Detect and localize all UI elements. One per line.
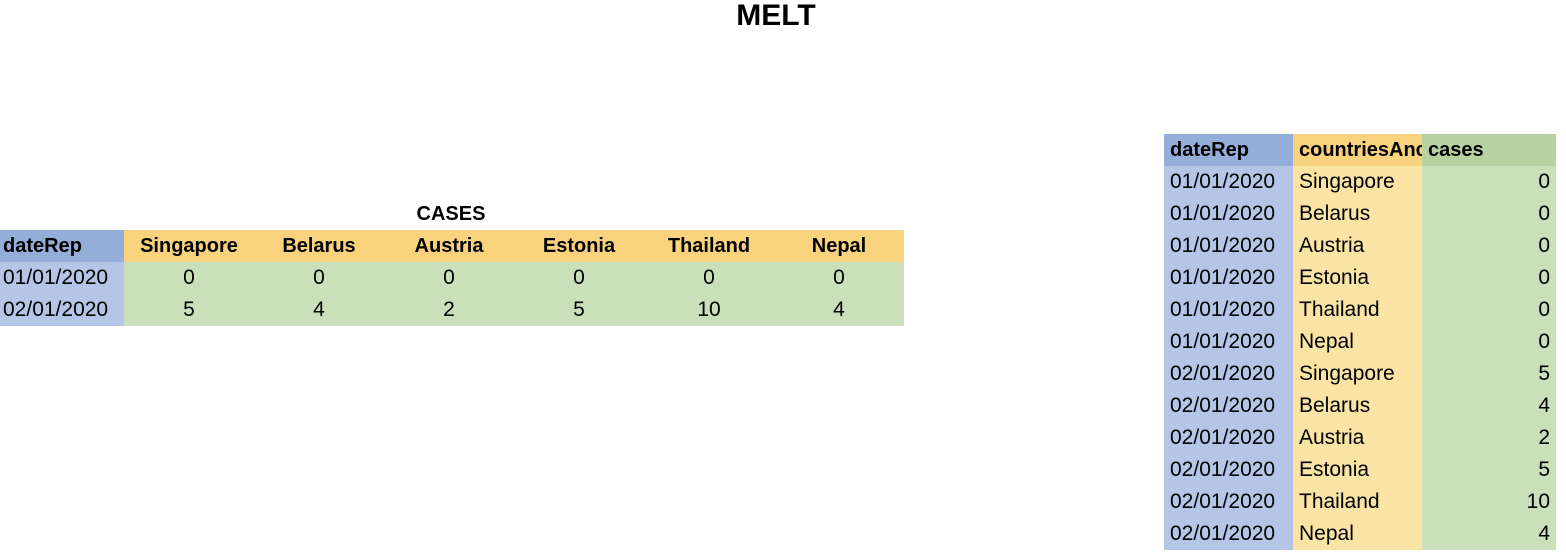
wide-header-country: Estonia <box>514 230 644 262</box>
wide-cell-value: 0 <box>774 262 904 294</box>
long-cell-country: Belarus <box>1293 198 1422 230</box>
long-table-row: 01/01/2020 Estonia 0 <box>1164 262 1556 294</box>
long-cell-date: 02/01/2020 <box>1164 486 1293 518</box>
wide-cell-value: 5 <box>514 294 644 326</box>
long-table-row: 02/01/2020 Thailand 10 <box>1164 486 1556 518</box>
long-cell-cases: 5 <box>1422 358 1556 390</box>
long-cell-date: 01/01/2020 <box>1164 198 1293 230</box>
long-table-row: 01/01/2020 Austria 0 <box>1164 230 1556 262</box>
long-cell-country: Estonia <box>1293 262 1422 294</box>
long-table-row: 02/01/2020 Singapore 5 <box>1164 358 1556 390</box>
long-cell-country: Singapore <box>1293 166 1422 198</box>
wide-header-country: Thailand <box>644 230 774 262</box>
long-cell-date: 01/01/2020 <box>1164 326 1293 358</box>
long-cell-date: 01/01/2020 <box>1164 294 1293 326</box>
long-table-row: 02/01/2020 Nepal 4 <box>1164 518 1556 550</box>
long-cell-date: 02/01/2020 <box>1164 422 1293 454</box>
wide-cell-value: 4 <box>774 294 904 326</box>
long-cell-cases: 10 <box>1422 486 1556 518</box>
page-title: MELT <box>736 0 816 32</box>
long-cell-date: 02/01/2020 <box>1164 390 1293 422</box>
long-header-cases: cases <box>1422 134 1556 166</box>
long-cell-date: 02/01/2020 <box>1164 518 1293 550</box>
long-cell-country: Austria <box>1293 230 1422 262</box>
long-cell-cases: 2 <box>1422 422 1556 454</box>
long-cell-cases: 0 <box>1422 262 1556 294</box>
long-cell-date: 02/01/2020 <box>1164 358 1293 390</box>
long-table-body: 01/01/2020 Singapore 0 01/01/2020 Belarus 0 01… <box>1164 166 1556 550</box>
wide-cell-value: 5 <box>124 294 254 326</box>
wide-cell-value: 2 <box>384 294 514 326</box>
wide-cell-value: 0 <box>644 262 774 294</box>
long-cell-cases: 0 <box>1422 294 1556 326</box>
long-table-row: 01/01/2020 Thailand 0 <box>1164 294 1556 326</box>
long-cell-cases: 4 <box>1422 518 1556 550</box>
long-table-row: 02/01/2020 Belarus 4 <box>1164 390 1556 422</box>
wide-cell-value: 0 <box>514 262 644 294</box>
wide-table-row: 02/01/2020 5 4 2 5 10 4 <box>0 294 904 326</box>
long-table-row: 01/01/2020 Singapore 0 <box>1164 166 1556 198</box>
wide-table-row: 01/01/2020 0 0 0 0 0 0 <box>0 262 904 294</box>
long-cell-date: 01/01/2020 <box>1164 166 1293 198</box>
long-table-row: 02/01/2020 Austria 2 <box>1164 422 1556 454</box>
long-cell-country: Thailand <box>1293 486 1422 518</box>
long-cell-cases: 0 <box>1422 166 1556 198</box>
long-cell-country: Nepal <box>1293 518 1422 550</box>
long-table-header-row: dateRep countriesAnc cases <box>1164 134 1556 166</box>
wide-header-country: Belarus <box>254 230 384 262</box>
wide-cell-date: 01/01/2020 <box>0 262 124 294</box>
wide-table-caption: CASES <box>416 203 486 225</box>
wide-cell-value: 0 <box>124 262 254 294</box>
wide-table-header-row: dateRep Singapore Belarus Austria Estoni… <box>0 230 904 262</box>
long-table-row: 02/01/2020 Estonia 5 <box>1164 454 1556 486</box>
long-cell-date: 02/01/2020 <box>1164 454 1293 486</box>
long-cell-country: Austria <box>1293 422 1422 454</box>
wide-cell-value: 0 <box>384 262 514 294</box>
long-cell-country: Singapore <box>1293 358 1422 390</box>
long-cell-country: Estonia <box>1293 454 1422 486</box>
long-cell-cases: 5 <box>1422 454 1556 486</box>
wide-header-country: Austria <box>384 230 514 262</box>
wide-cell-value: 0 <box>254 262 384 294</box>
wide-cell-date: 02/01/2020 <box>0 294 124 326</box>
wide-header-country: Nepal <box>774 230 904 262</box>
long-cell-cases: 0 <box>1422 326 1556 358</box>
long-cell-cases: 0 <box>1422 230 1556 262</box>
long-cell-date: 01/01/2020 <box>1164 262 1293 294</box>
long-table-row: 01/01/2020 Belarus 0 <box>1164 198 1556 230</box>
long-cell-country: Nepal <box>1293 326 1422 358</box>
long-cell-cases: 0 <box>1422 198 1556 230</box>
long-table-row: 01/01/2020 Nepal 0 <box>1164 326 1556 358</box>
long-cell-date: 01/01/2020 <box>1164 230 1293 262</box>
wide-cell-value: 4 <box>254 294 384 326</box>
long-table: dateRep countriesAnc cases 01/01/2020 Sin… <box>1164 134 1556 550</box>
long-header-daterep: dateRep <box>1164 134 1293 166</box>
long-cell-country: Thailand <box>1293 294 1422 326</box>
wide-header-country: Singapore <box>124 230 254 262</box>
long-cell-country: Belarus <box>1293 390 1422 422</box>
long-cell-cases: 4 <box>1422 390 1556 422</box>
wide-cell-value: 10 <box>644 294 774 326</box>
wide-header-daterep: dateRep <box>0 230 124 262</box>
long-header-countries: countriesAnc <box>1293 134 1422 166</box>
